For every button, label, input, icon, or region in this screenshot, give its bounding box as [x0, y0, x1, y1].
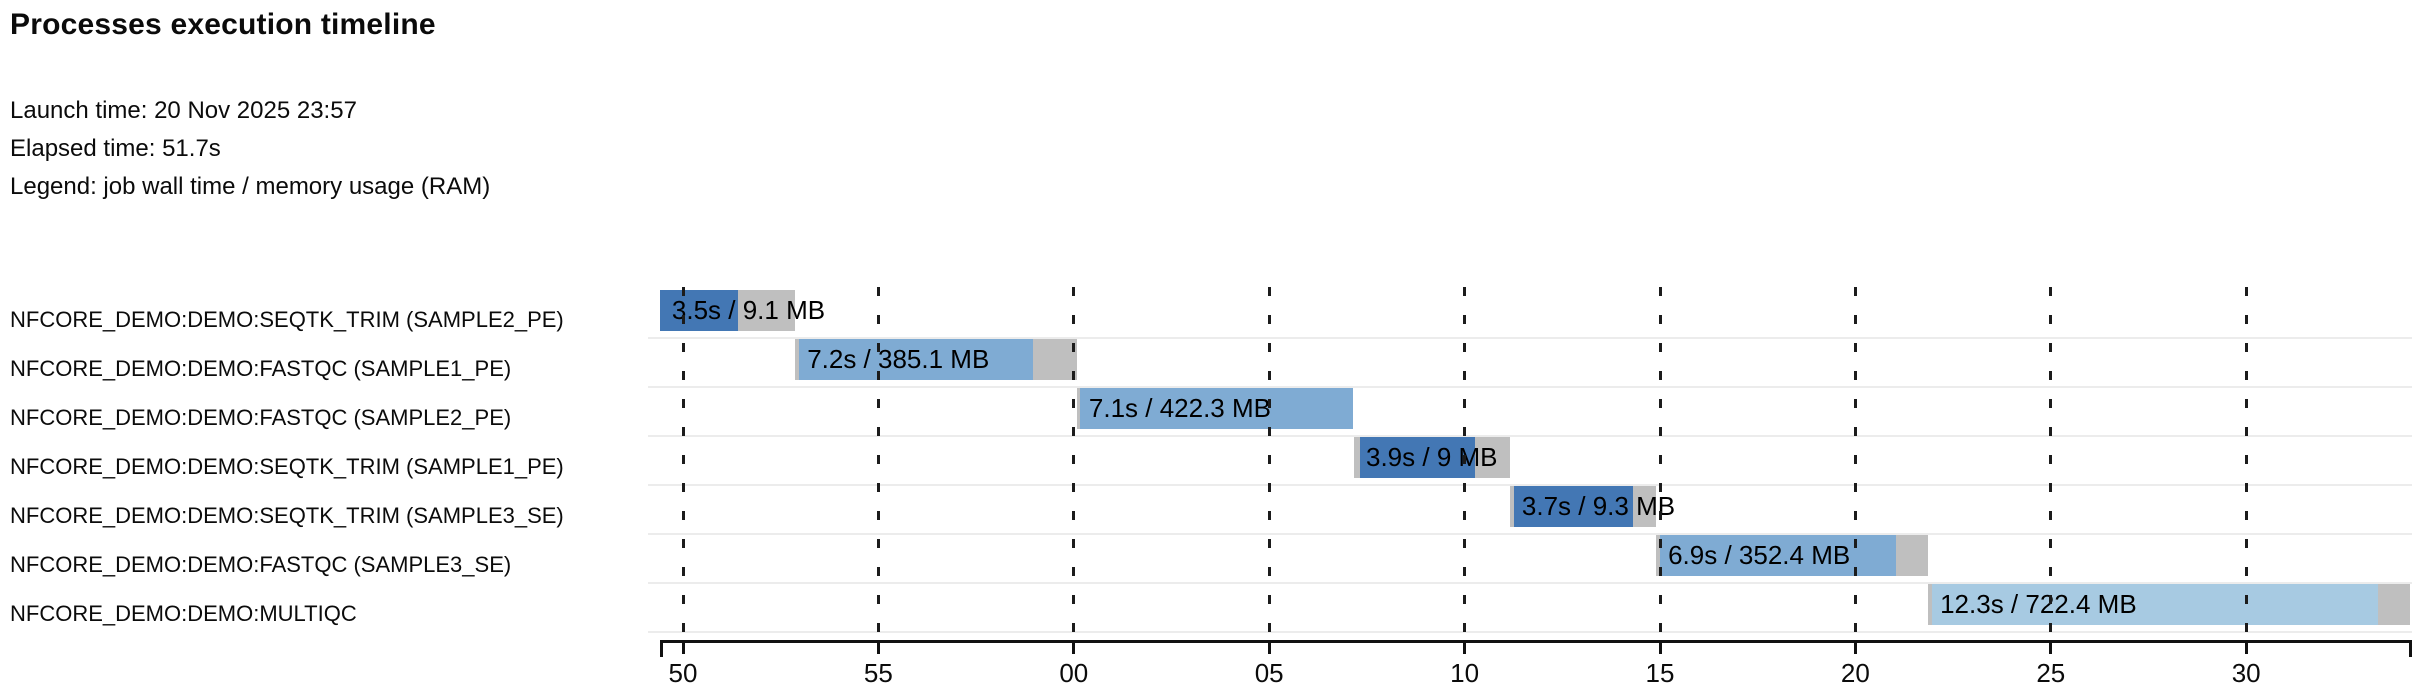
row-separator	[648, 337, 2412, 339]
gridline-dashed	[1463, 287, 1467, 641]
bar-value-label: 6.9s / 352.4 MB	[1668, 540, 1851, 570]
process-label: NFCORE_DEMO:DEMO:SEQTK_TRIM (SAMPLE2_PE)	[10, 307, 564, 332]
bar-run-segment	[1513, 486, 1633, 527]
bar-lead-overhead	[1509, 486, 1514, 527]
process-bar: 12.3s / 722.4 MB	[1928, 584, 2410, 625]
x-axis-end-cap	[660, 640, 663, 657]
bar-lead-overhead	[1354, 437, 1360, 478]
bar-lead-overhead	[1656, 535, 1660, 576]
process-bar: 7.1s / 422.3 MB	[1076, 388, 1354, 429]
x-axis-tick	[1267, 640, 1271, 654]
bar-value-label: 7.2s / 385.1 MB	[807, 344, 990, 374]
bar-value-label: 3.5s / 9.1 MB	[671, 295, 826, 325]
bar-tail-overhead	[1632, 486, 1657, 527]
x-axis-tick	[681, 640, 685, 654]
bar-value-label: 12.3s / 722.4 MB	[1940, 589, 2137, 619]
gridline-dashed	[876, 287, 880, 641]
x-axis-end-cap	[2409, 640, 2412, 657]
row-separator	[648, 484, 2412, 486]
legend-line: Legend: job wall time / memory usage (RA…	[10, 173, 491, 200]
x-axis-tick-label: 30	[2231, 658, 2261, 688]
process-bar: 3.5s / 9.1 MB	[659, 290, 825, 331]
x-axis-tick-label: 05	[1254, 658, 1284, 688]
x-axis-tick-label: 20	[1840, 658, 1870, 688]
process-bar: 3.9s / 9 MB	[1354, 437, 1510, 478]
row-separator	[648, 386, 2412, 388]
x-axis-tick	[1853, 640, 1857, 654]
x-axis-tick-label: 55	[863, 658, 893, 688]
bar-lead-overhead	[795, 339, 800, 380]
row-separator	[648, 533, 2412, 535]
elapsed-time-line: Elapsed time: 51.7s	[10, 135, 221, 162]
process-label: NFCORE_DEMO:DEMO:FASTQC (SAMPLE1_PE)	[10, 356, 512, 381]
bar-tail-overhead	[2377, 584, 2410, 625]
x-axis-tick-label: 10	[1450, 658, 1480, 688]
bar-run-segment	[1931, 584, 2378, 625]
process-label: NFCORE_DEMO:DEMO:SEQTK_TRIM (SAMPLE1_PE)	[10, 454, 564, 479]
process-label: NFCORE_DEMO:DEMO:SEQTK_TRIM (SAMPLE3_SE)	[10, 503, 564, 528]
gridline-dashed	[2244, 287, 2248, 641]
x-axis-tick	[2049, 640, 2053, 654]
x-axis-tick	[1463, 640, 1467, 654]
bar-run-segment	[659, 290, 739, 331]
bar-tail-overhead	[1033, 339, 1078, 380]
row-separator	[648, 435, 2412, 437]
bar-run-segment	[1079, 388, 1354, 429]
x-axis-tick-label: 25	[2036, 658, 2066, 688]
x-axis-tick-label: 15	[1645, 658, 1675, 688]
bar-value-label: 3.7s / 9.3 MB	[1521, 491, 1676, 521]
x-axis-tick-label: 50	[668, 658, 698, 688]
bar-tail-overhead	[1474, 437, 1510, 478]
gridline-dashed	[2049, 287, 2053, 641]
process-bar: 6.9s / 352.4 MB	[1656, 535, 1928, 576]
bar-lead-overhead	[1076, 388, 1080, 429]
bar-value-label: 7.1s / 422.3 MB	[1088, 393, 1271, 423]
process-bar: 7.2s / 385.1 MB	[795, 339, 1078, 380]
row-separator	[648, 582, 2412, 584]
process-bar: 3.7s / 9.3 MB	[1509, 486, 1675, 527]
process-label: NFCORE_DEMO:DEMO:FASTQC (SAMPLE3_SE)	[10, 552, 512, 577]
bar-tail-overhead	[738, 290, 796, 331]
process-label: NFCORE_DEMO:DEMO:MULTIQC	[10, 601, 357, 626]
x-axis-tick	[876, 640, 880, 654]
row-separator	[648, 631, 2412, 633]
gridline-dashed	[681, 287, 685, 641]
bar-value-label: 3.9s / 9 MB	[1366, 442, 1498, 472]
launch-time-line: Launch time: 20 Nov 2025 23:57	[10, 97, 357, 124]
x-axis-tick	[2244, 640, 2248, 654]
x-axis-line	[660, 640, 2412, 643]
bar-lead-overhead	[1928, 584, 1932, 625]
gridline-dashed	[1267, 287, 1271, 641]
x-axis-tick	[1658, 640, 1662, 654]
x-axis-tick	[1072, 640, 1076, 654]
bar-tail-overhead	[1895, 535, 1928, 576]
bar-run-segment	[1359, 437, 1475, 478]
gridline-dashed	[1658, 287, 1662, 641]
bar-run-segment	[799, 339, 1034, 380]
report-meta: Launch time: 20 Nov 2025 23:57 Elapsed t…	[10, 92, 490, 206]
gridline-dashed	[1072, 287, 1076, 641]
x-axis-tick-label: 00	[1059, 658, 1089, 688]
page-title: Processes execution timeline	[10, 8, 436, 41]
process-label: NFCORE_DEMO:DEMO:FASTQC (SAMPLE2_PE)	[10, 405, 512, 430]
gridline-dashed	[1853, 287, 1857, 641]
